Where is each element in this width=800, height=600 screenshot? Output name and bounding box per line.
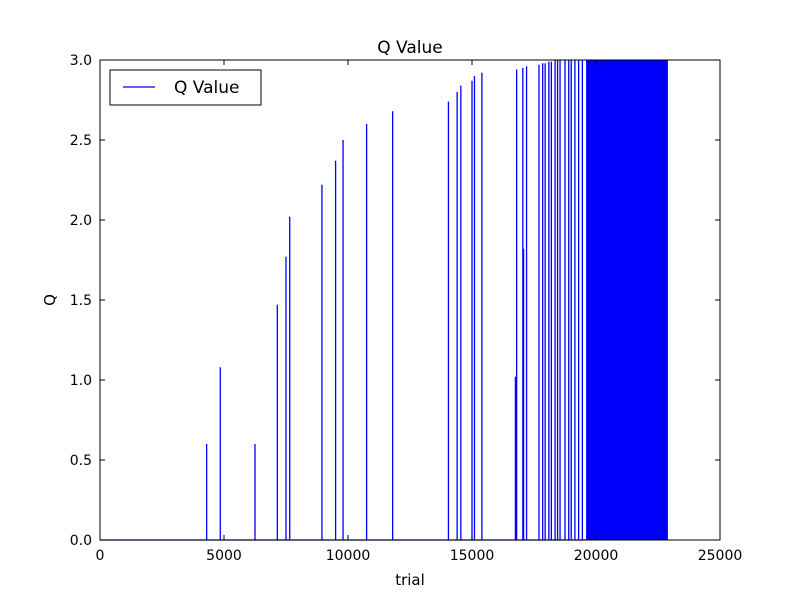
x-axis-label: trial <box>395 571 425 589</box>
y-tick-label: 0.0 <box>70 533 92 549</box>
x-tick-label: 15000 <box>450 548 495 564</box>
y-tick-label: 0.5 <box>70 453 92 469</box>
y-tick-label: 1.0 <box>70 373 92 389</box>
series-dense-band <box>586 60 668 540</box>
x-tick-label: 25000 <box>698 548 743 564</box>
chart-title: Q Value <box>377 38 442 58</box>
x-tick-label: 20000 <box>574 548 619 564</box>
x-tick-label: 0 <box>96 548 105 564</box>
legend-label: Q Value <box>174 78 239 98</box>
x-tick-label: 5000 <box>206 548 242 564</box>
y-tick-label: 2.5 <box>70 133 92 149</box>
legend: Q Value <box>109 69 262 106</box>
y-tick-label: 1.5 <box>70 293 92 309</box>
y-axis-label: Q <box>41 294 59 306</box>
axis-ticks: 0 5000 10000 15000 20000 25000 0.0 0.5 1.0 1.5 2.0… <box>70 53 743 564</box>
y-tick-label: 2.0 <box>70 213 92 229</box>
y-tick-label: 3.0 <box>70 53 92 69</box>
plot-area <box>100 60 668 541</box>
x-tick-label: 10000 <box>326 548 371 564</box>
